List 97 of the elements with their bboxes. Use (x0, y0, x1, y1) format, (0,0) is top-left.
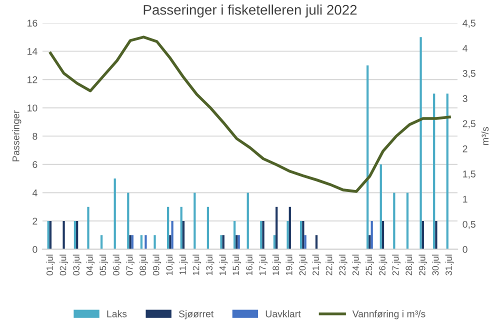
x-tick-label: 11.jul (179, 254, 188, 274)
x-tick-label: 24.jul (352, 254, 361, 276)
bar (49, 220, 52, 250)
y-tick-label: 6 (32, 161, 38, 168)
bar (393, 192, 396, 250)
bar (169, 235, 172, 250)
x-tick-label: 29.jul (418, 254, 428, 276)
bar (382, 220, 384, 250)
x-tick-label: 28.jul (405, 254, 414, 276)
y-tick-label: 14 (28, 48, 38, 55)
bar (127, 192, 130, 250)
y2-tick-label: 3 (462, 95, 468, 102)
x-tick-label: 03.jul (72, 254, 82, 276)
legend-label: Uavklart (266, 310, 301, 318)
chart-title: Passeringer i fisketelleren juli 2022 (144, 4, 357, 18)
bar (180, 206, 182, 250)
x-tick-label: 27.jul (392, 254, 401, 276)
x-tick-label: 22.jul (326, 254, 334, 276)
bar (74, 220, 76, 250)
legend-label: Vannføring i m³/s (352, 310, 426, 320)
bar (87, 206, 90, 250)
x-tick-label: 26.jul (378, 254, 388, 276)
x-tick-label: 25.jul (366, 254, 374, 276)
y-tick-label: 8 (32, 132, 38, 140)
y-tick-label: 10 (28, 104, 38, 112)
bar (206, 206, 210, 250)
y2-tick-label: 2 (462, 145, 468, 152)
y2-tick-label: 4,5 (462, 20, 476, 28)
bar (366, 65, 369, 250)
legend-label: Laks (107, 310, 127, 318)
x-tick-label: 13.jul (206, 254, 214, 276)
y2-tick-label: 0,5 (462, 220, 476, 229)
y-tick-label: 12 (28, 76, 38, 84)
y-axis-title: Passeringer (12, 110, 22, 162)
x-tick-label: 21.jul (312, 254, 321, 276)
bar (380, 164, 382, 250)
x-tick-label: 16.jul (246, 254, 254, 276)
x-tick-label: 05.jul (99, 254, 108, 276)
bar (304, 235, 306, 250)
bar (420, 37, 422, 250)
y2-tick-label: 3,5 (462, 70, 476, 78)
x-tick-label: 01.jul (46, 254, 55, 276)
bar (422, 220, 424, 250)
bar (167, 206, 170, 250)
bar (273, 235, 276, 250)
bar (406, 192, 409, 250)
bar (246, 192, 249, 250)
x-tick-label: 02.jul (60, 254, 68, 276)
bar (182, 220, 185, 250)
bar (286, 220, 289, 250)
bar (171, 220, 174, 250)
bar (100, 235, 103, 250)
x-tick-label: 10.jul (166, 254, 174, 276)
x-tick-label: 18.jul (272, 254, 281, 276)
y2-tick-label: 0 (462, 246, 468, 253)
x-tick-label: 09.jul (152, 254, 162, 276)
bar (276, 206, 278, 250)
bar (234, 220, 236, 250)
x-tick-label: 06.jul (112, 254, 122, 276)
x-tick-label: 20.jul (298, 254, 308, 276)
y-tick-label: 2 (32, 218, 38, 225)
x-tick-label: 07.jul (126, 254, 134, 276)
bar (368, 235, 371, 250)
x-tick-label: 12.jul (192, 254, 202, 276)
line-series (49, 36, 451, 193)
y2-tick-label: 1,5 (463, 170, 476, 179)
y-tick-label: 4 (32, 190, 38, 196)
bar (140, 235, 143, 250)
y2-axis-title: m³/s (481, 127, 489, 145)
bar (433, 94, 436, 250)
y-tick-label: 16 (28, 20, 38, 27)
x-tick-label: 04.jul (86, 254, 95, 276)
bar (76, 220, 78, 250)
bar (370, 220, 373, 250)
legend-label: Sjøørret (178, 310, 214, 320)
bar (446, 94, 448, 250)
x-tick-label: 23.jul (338, 254, 348, 276)
bar (194, 192, 196, 250)
bar (47, 220, 50, 250)
y2-tick-label: 2,5 (462, 120, 476, 128)
x-tick-label: 19.jul (286, 254, 294, 276)
bar (435, 220, 438, 250)
x-tick-label: 17.jul (259, 254, 268, 276)
x-tick-label: 30.jul (432, 254, 440, 276)
x-tick-label: 15.jul (232, 254, 241, 276)
y2-tick-label: 1 (463, 196, 468, 203)
y2-tick-label: 4 (462, 44, 468, 52)
y-tick-label: 0 (32, 246, 38, 253)
bar (62, 220, 65, 250)
bar (288, 206, 291, 250)
bar (154, 235, 156, 250)
x-tick-label: 14.jul (219, 254, 228, 276)
x-tick-label: 31.jul (445, 254, 454, 276)
bar (114, 178, 116, 250)
bar (144, 235, 147, 250)
x-tick-label: 08.jul (139, 254, 148, 276)
bar (315, 235, 318, 250)
